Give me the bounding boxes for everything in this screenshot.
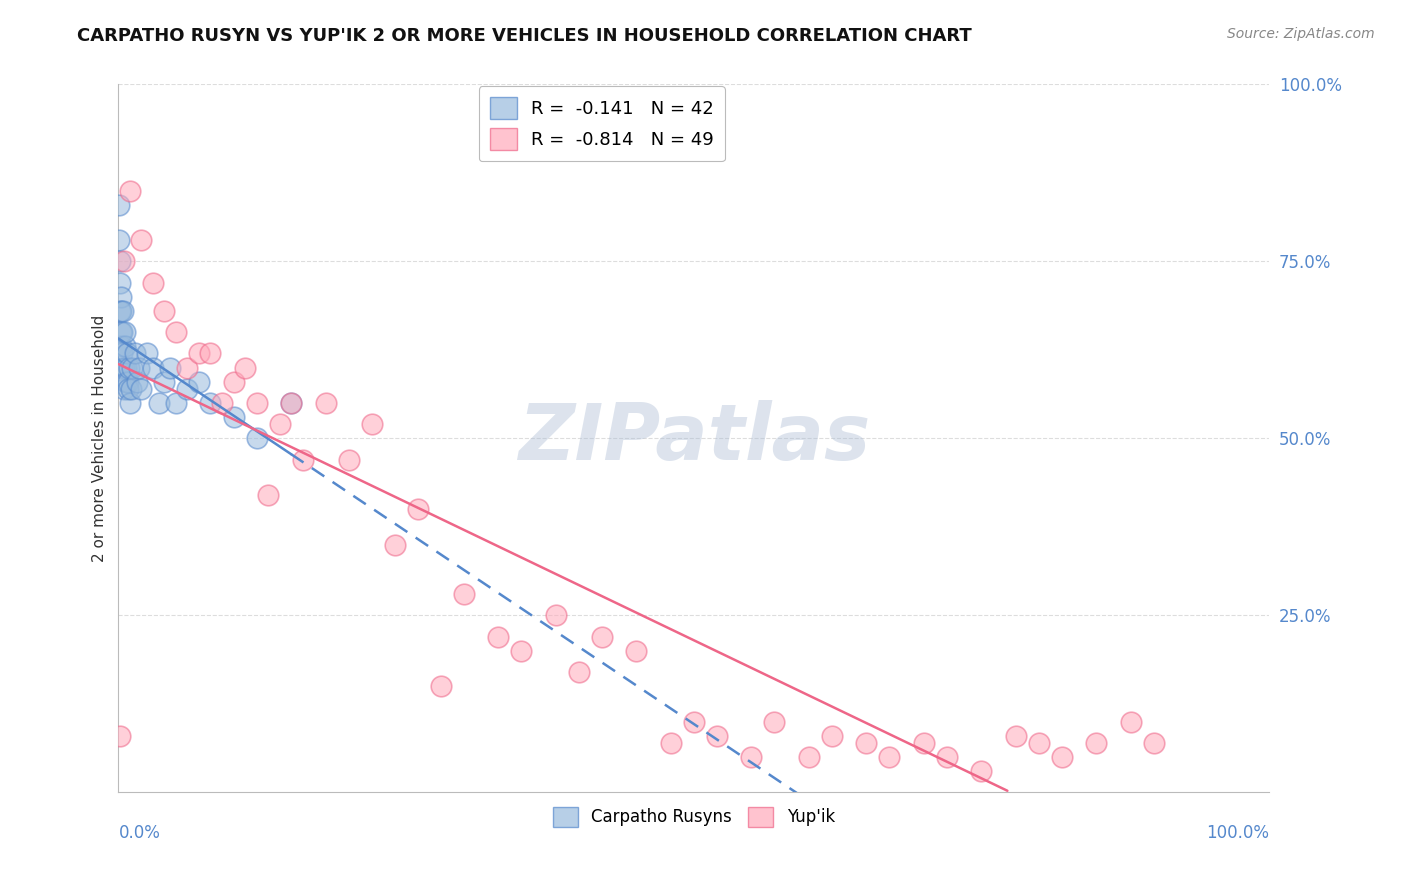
Point	[153, 304, 176, 318]
Point	[111, 360, 134, 375]
Point	[406, 502, 429, 516]
Point	[211, 396, 233, 410]
Point	[176, 382, 198, 396]
Point	[879, 750, 901, 764]
Point	[429, 679, 451, 693]
Point	[245, 396, 267, 410]
Text: 100.0%: 100.0%	[1206, 824, 1270, 842]
Point	[337, 452, 360, 467]
Point	[626, 644, 648, 658]
Text: CARPATHO RUSYN VS YUP'IK 2 OR MORE VEHICLES IN HOUSEHOLD CORRELATION CHART: CARPATHO RUSYN VS YUP'IK 2 OR MORE VEHIC…	[77, 27, 972, 45]
Point	[165, 396, 187, 410]
Point	[114, 339, 136, 353]
Point	[117, 375, 139, 389]
Y-axis label: 2 or more Vehicles in Household: 2 or more Vehicles in Household	[93, 315, 107, 562]
Point	[128, 360, 150, 375]
Point	[568, 665, 591, 679]
Point	[912, 736, 935, 750]
Point	[935, 750, 957, 764]
Point	[591, 630, 613, 644]
Point	[153, 375, 176, 389]
Point	[682, 714, 704, 729]
Point	[118, 360, 141, 375]
Point	[257, 488, 280, 502]
Point	[118, 184, 141, 198]
Point	[110, 304, 132, 318]
Point	[120, 382, 142, 396]
Point	[291, 452, 314, 467]
Point	[108, 198, 131, 212]
Point	[148, 396, 170, 410]
Point	[280, 396, 302, 410]
Point	[165, 325, 187, 339]
Point	[797, 750, 820, 764]
Point	[222, 375, 245, 389]
Point	[115, 360, 138, 375]
Point	[117, 382, 139, 396]
Point	[280, 396, 302, 410]
Point	[112, 254, 135, 268]
Point	[740, 750, 762, 764]
Point	[131, 233, 153, 247]
Point	[510, 644, 533, 658]
Point	[112, 304, 135, 318]
Point	[124, 346, 146, 360]
Point	[821, 729, 844, 743]
Point	[269, 417, 291, 432]
Point	[159, 360, 181, 375]
Point	[115, 375, 138, 389]
Point	[1050, 750, 1073, 764]
Point	[131, 382, 153, 396]
Point	[125, 375, 148, 389]
Point	[112, 382, 135, 396]
Point	[110, 339, 132, 353]
Point	[188, 375, 211, 389]
Point	[1143, 736, 1166, 750]
Point	[1085, 736, 1108, 750]
Point	[453, 587, 475, 601]
Point	[544, 608, 567, 623]
Point	[200, 346, 222, 360]
Point	[384, 538, 406, 552]
Point	[142, 276, 165, 290]
Point	[1005, 729, 1028, 743]
Point	[136, 346, 159, 360]
Point	[659, 736, 682, 750]
Point	[706, 729, 728, 743]
Point	[110, 325, 132, 339]
Point	[176, 360, 198, 375]
Point	[200, 396, 222, 410]
Point	[233, 360, 256, 375]
Text: Source: ZipAtlas.com: Source: ZipAtlas.com	[1227, 27, 1375, 41]
Point	[855, 736, 877, 750]
Point	[970, 764, 993, 779]
Text: 0.0%: 0.0%	[118, 824, 160, 842]
Point	[115, 346, 138, 360]
Point	[142, 360, 165, 375]
Point	[108, 233, 131, 247]
Point	[1119, 714, 1142, 729]
Point	[222, 410, 245, 425]
Point	[114, 325, 136, 339]
Point	[360, 417, 382, 432]
Point	[1028, 736, 1050, 750]
Text: ZIPatlas: ZIPatlas	[517, 401, 870, 476]
Point	[121, 360, 143, 375]
Point	[118, 396, 141, 410]
Point	[108, 729, 131, 743]
Point	[111, 346, 134, 360]
Point	[763, 714, 786, 729]
Point	[111, 325, 134, 339]
Point	[108, 304, 131, 318]
Point	[112, 360, 135, 375]
Point	[110, 290, 132, 304]
Point	[108, 254, 131, 268]
Point	[486, 630, 509, 644]
Point	[188, 346, 211, 360]
Point	[108, 276, 131, 290]
Legend: Carpatho Rusyns, Yup'ik: Carpatho Rusyns, Yup'ik	[546, 800, 842, 834]
Point	[315, 396, 337, 410]
Point	[245, 432, 267, 446]
